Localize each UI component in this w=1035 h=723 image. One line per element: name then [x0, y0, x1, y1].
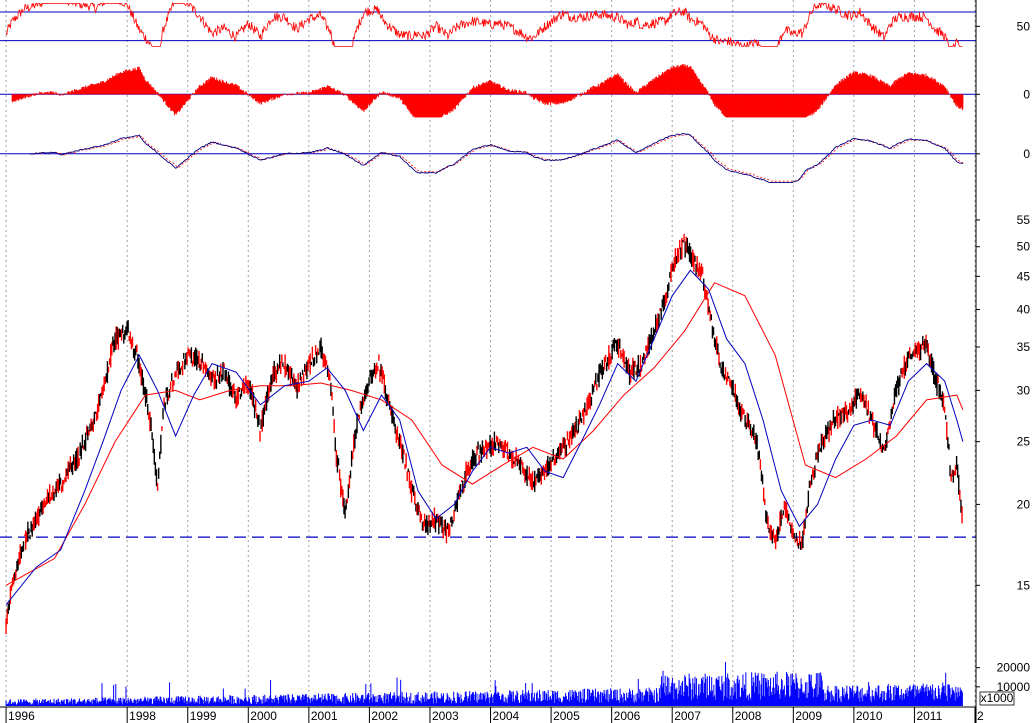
volume-panel: [5, 661, 963, 706]
price-tick-label: 20: [1017, 497, 1031, 511]
year-label: 2004: [493, 709, 520, 723]
year-label: 2000: [250, 709, 277, 723]
moving-average-long: [5, 282, 964, 586]
volume-tick-label: 20000: [997, 661, 1031, 675]
year-label: 2001: [311, 709, 338, 723]
volume-tick-label: 10000: [997, 680, 1031, 694]
rsi-line: [5, 1, 963, 48]
price-tick-label: 40: [1017, 302, 1031, 316]
price-tick-label: 25: [1017, 435, 1031, 449]
volume-multiplier-box: [979, 691, 1015, 706]
price-tick-label: 30: [1017, 383, 1031, 397]
price-tick-label: 45: [1017, 269, 1031, 283]
year-label: 2003: [432, 709, 459, 723]
volume-multiplier-label: x1000: [981, 691, 1014, 705]
oscillator-tick-label: 0: [1023, 147, 1030, 161]
rsi-panel: [0, 1, 976, 48]
price-panel: [0, 233, 976, 634]
year-label: 2002: [371, 709, 398, 723]
histogram-panel: [0, 64, 976, 118]
year-label: 2009: [795, 709, 822, 723]
year-label: 2007: [674, 709, 701, 723]
oscillator-panel: [0, 132, 976, 184]
year-label: 2008: [735, 709, 762, 723]
year-label: 2010: [856, 709, 883, 723]
axes: [0, 0, 977, 723]
histogram-tick-label: 0: [1023, 87, 1030, 101]
year-label: 1996: [8, 709, 35, 723]
year-label: 1998: [129, 709, 156, 723]
year-label: 2005: [553, 709, 580, 723]
year-label: 2: [977, 709, 984, 723]
rsi-tick-label: 50: [1017, 19, 1031, 33]
price-tick-label: 50: [1017, 240, 1031, 254]
oscillator-line: [30, 132, 964, 184]
price-tick-label: 35: [1017, 340, 1031, 354]
year-label: 2006: [614, 709, 641, 723]
year-label: 1999: [190, 709, 217, 723]
price-tick-label: 55: [1017, 213, 1031, 227]
year-label: 2011: [916, 709, 942, 723]
price-tick-label: 15: [1017, 578, 1031, 592]
moving-average-short: [5, 269, 964, 606]
